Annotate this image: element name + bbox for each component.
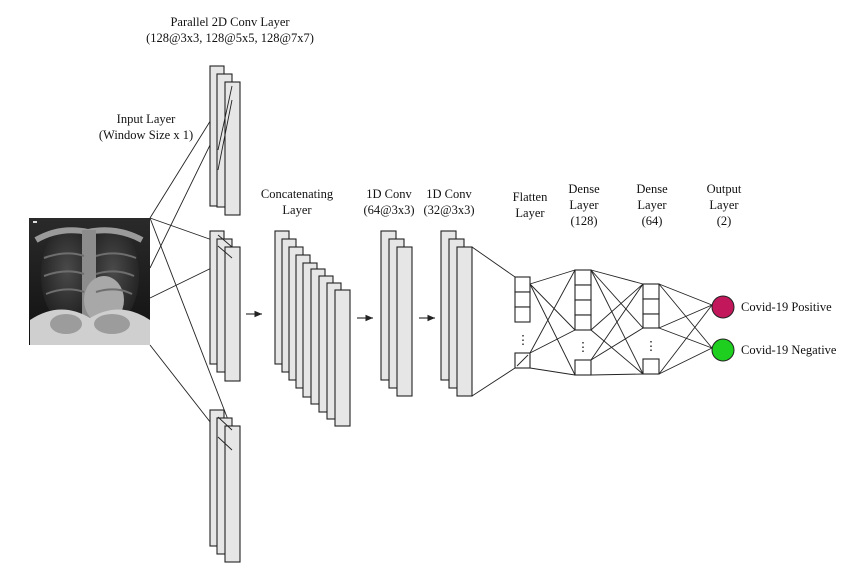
input-layer-label-line1: Input Layer bbox=[116, 112, 176, 126]
parallel-conv-stack-top bbox=[209, 65, 241, 216]
output-label-negative: Covid-19 Negative bbox=[741, 343, 837, 357]
output-label-positive: Covid-19 Positive bbox=[741, 300, 832, 314]
dense-layer-64 bbox=[642, 283, 660, 375]
parallel-conv-stack-bottom bbox=[209, 409, 241, 563]
input-connections-overlay bbox=[217, 85, 233, 451]
output-layer-label-line3: (2) bbox=[716, 214, 732, 228]
dense2-label-line2: Layer bbox=[637, 198, 667, 212]
conv1d-b-stack bbox=[440, 230, 473, 397]
flatten-to-dense1-lines bbox=[529, 269, 576, 376]
conv1d-a-label-line1: 1D Conv bbox=[366, 187, 412, 201]
dense-layer-128 bbox=[574, 269, 592, 376]
dense1-label-line1: Dense bbox=[568, 182, 600, 196]
flatten-ellipsis: ⋮ bbox=[517, 333, 530, 347]
input-layer-label-line2: (Window Size x 1) bbox=[98, 128, 194, 142]
output-layer-label-line2: Layer bbox=[709, 198, 739, 212]
chest-xray-image bbox=[29, 218, 150, 345]
dense1-to-dense2-lines bbox=[590, 269, 644, 376]
dense1-label: Dense Layer (128) bbox=[560, 181, 608, 229]
conv-to-flatten-lines bbox=[471, 246, 516, 397]
dense2-label: Dense Layer (64) bbox=[628, 181, 676, 229]
concat-label: Concatenating Layer bbox=[252, 186, 342, 218]
concat-label-line2: Layer bbox=[282, 203, 312, 217]
output-layer-label-line1: Output bbox=[706, 182, 742, 196]
concat-label-line1: Concatenating bbox=[260, 187, 334, 201]
flatten-label-line2: Layer bbox=[515, 206, 545, 220]
dense2-ellipsis: ⋮ bbox=[645, 339, 658, 353]
conv1d-a-stack bbox=[380, 230, 413, 397]
flatten-layer bbox=[514, 276, 531, 369]
parallel-conv-label: Parallel 2D Conv Layer (128@3x3, 128@5x5… bbox=[140, 14, 320, 46]
dense1-ellipsis: ⋮ bbox=[577, 340, 590, 354]
input-layer-label: Input Layer (Window Size x 1) bbox=[88, 111, 204, 143]
conv1d-b-label: 1D Conv (32@3x3) bbox=[418, 186, 480, 218]
conv1d-b-label-line2: (32@3x3) bbox=[423, 203, 475, 217]
parallel-conv-label-line2: (128@3x3, 128@5x5, 128@7x7) bbox=[146, 31, 314, 45]
conv1d-a-label-line2: (64@3x3) bbox=[363, 203, 415, 217]
flatten-label: Flatten Layer bbox=[502, 189, 558, 221]
conv1d-a-label: 1D Conv (64@3x3) bbox=[358, 186, 420, 218]
output-nodes: Covid-19 Positive Covid-19 Negative bbox=[711, 295, 837, 362]
concatenating-stack bbox=[274, 230, 351, 427]
parallel-conv-label-line1: Parallel 2D Conv Layer bbox=[170, 15, 290, 29]
dense2-label-line3: (64) bbox=[641, 214, 663, 228]
dense2-to-output-lines bbox=[658, 283, 713, 375]
flatten-label-line1: Flatten bbox=[512, 190, 548, 204]
output-layer-label: Output Layer (2) bbox=[698, 181, 750, 229]
dense2-label-line1: Dense bbox=[636, 182, 668, 196]
output-node-negative bbox=[711, 338, 735, 362]
output-node-positive bbox=[711, 295, 735, 319]
parallel-conv-stack-middle bbox=[209, 230, 241, 382]
dense1-label-line2: Layer bbox=[569, 198, 599, 212]
conv1d-b-label-line1: 1D Conv bbox=[426, 187, 472, 201]
dense1-label-line3: (128) bbox=[570, 214, 598, 228]
